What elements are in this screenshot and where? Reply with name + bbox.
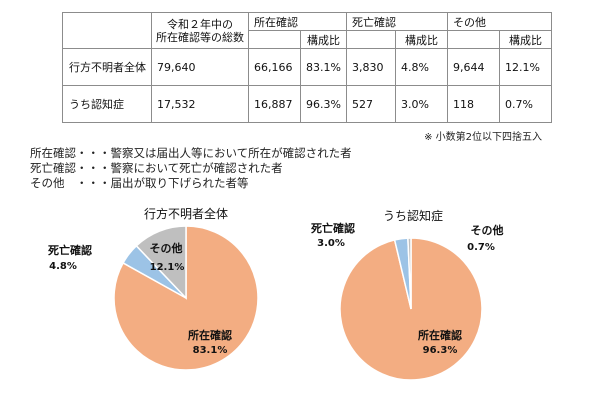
slice-value-other: 0.7%: [467, 242, 495, 253]
table-row: うち認知症 17,532 16,887 96.3% 527 3.0% 118 0…: [62, 85, 552, 123]
slice-label-confirmed: 所在確認: [188, 328, 232, 342]
pie-chart-all: 行方不明者全体 所在確認 83.1% 死亡確認 4.8% その他 12.1%: [48, 206, 259, 371]
ratio-header-confirmed: 構成比: [300, 30, 347, 49]
legend-note-confirmed: 所在確認・・・警察又は届出人等において所在が確認された者: [30, 146, 352, 160]
cell-confirmed: 66,166: [248, 48, 301, 86]
legend-note-other: その他 ・・・届出が取り下げられた者等: [30, 176, 249, 190]
cell-total: 79,640: [151, 48, 249, 86]
slice-label-other: その他: [150, 241, 183, 255]
cell-confirmed-ratio: 96.3%: [300, 85, 347, 123]
ratio-header-death: 構成比: [395, 30, 448, 49]
cell-confirmed-ratio: 83.1%: [300, 48, 347, 86]
slice-label-other: その他: [471, 223, 504, 237]
slice-label-death: 死亡確認: [311, 221, 355, 235]
legend-note-death: 死亡確認・・・警察において死亡が確認された者: [30, 161, 283, 175]
slice-value-confirmed: 83.1%: [193, 345, 228, 356]
pie-title-all: 行方不明者全体: [144, 206, 228, 221]
cell-other-ratio: 0.7%: [499, 85, 552, 123]
slice-value-confirmed: 96.3%: [423, 345, 458, 356]
total-header-line2: 所在確認等の総数: [156, 30, 244, 44]
slice-other: [407, 237, 412, 310]
row-label: うち認知症: [62, 85, 152, 123]
slice-value-other: 12.1%: [150, 262, 185, 273]
header-other: その他: [447, 12, 552, 31]
row-label: 行方不明者全体: [62, 48, 152, 86]
cell-other: 118: [447, 85, 500, 123]
stats-table: 令和２年中の 所在確認等の総数 所在確認 死亡確認 その他 構成比 構成比 構成…: [62, 12, 552, 123]
cell-other: 9,644: [447, 48, 500, 86]
cell-total: 17,532: [151, 85, 249, 123]
table-row: 行方不明者全体 79,640 66,166 83.1% 3,830 4.8% 9…: [62, 48, 552, 86]
cell-death-ratio: 4.8%: [395, 48, 448, 86]
slice-other: [135, 225, 187, 300]
rounding-note: ※ 小数第2位以下四捨五入: [424, 132, 542, 143]
legend-notes: 所在確認・・・警察又は届出人等において所在が確認された者 死亡確認・・・警察にお…: [30, 146, 352, 191]
pie-chart-dementia: うち認知症 所在確認 96.3% 死亡確認 3.0% その他 0.7%: [311, 208, 504, 381]
slice-value-death: 4.8%: [49, 261, 77, 272]
cell-death: 527: [346, 85, 396, 123]
slice-label-confirmed: 所在確認: [418, 328, 462, 342]
cell-death-ratio: 3.0%: [395, 85, 448, 123]
pie-title-dementia: うち認知症: [383, 208, 443, 223]
slice-value-death: 3.0%: [317, 238, 345, 249]
cell-death: 3,830: [346, 48, 396, 86]
total-header-line1: 令和２年中の: [167, 17, 233, 31]
slice-label-death: 死亡確認: [48, 243, 92, 257]
